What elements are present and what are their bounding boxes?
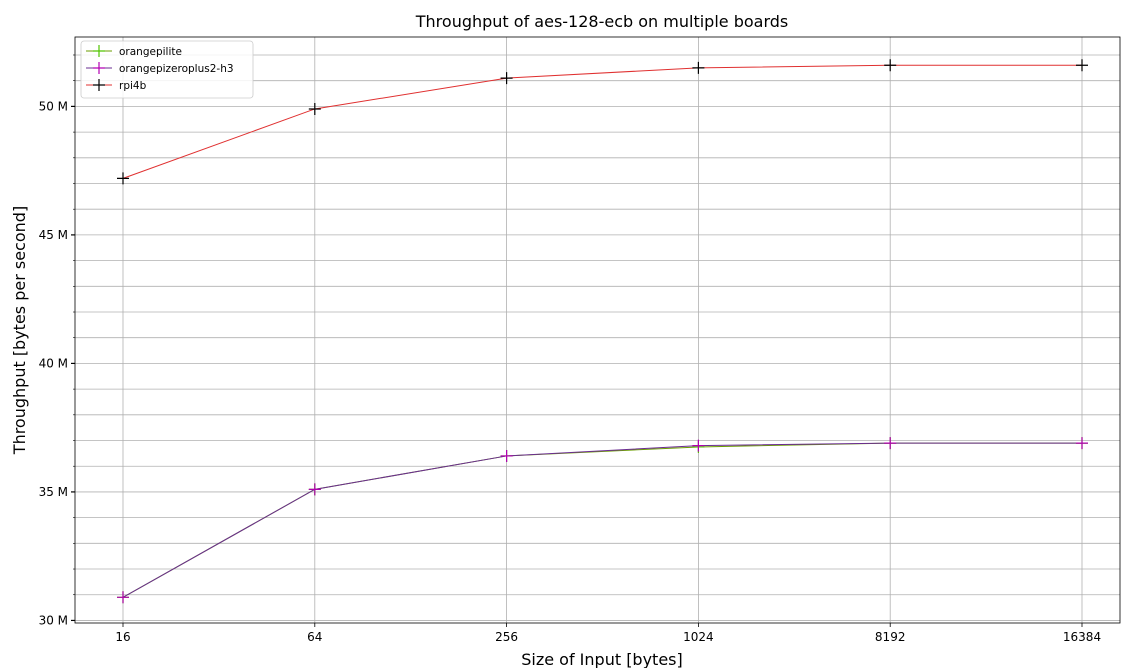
legend: orangepilite orangepizeroplus2-h3 rpi4b bbox=[80, 40, 254, 99]
legend-marker bbox=[93, 45, 105, 57]
data-point bbox=[692, 439, 705, 452]
data-point bbox=[692, 61, 705, 74]
series-orangepizeroplus2-h3 bbox=[117, 437, 1088, 604]
legend-label: orangepilite bbox=[119, 46, 182, 58]
x-axis-label: Size of Input [bytes] bbox=[521, 650, 683, 668]
data-point bbox=[308, 483, 321, 496]
chart-title: Throughput of aes-128-ecb on multiple bo… bbox=[415, 12, 788, 31]
grid bbox=[75, 37, 1120, 623]
x-tick-label: 64 bbox=[307, 630, 322, 644]
data-point bbox=[500, 72, 513, 85]
x-tick-label: 1024 bbox=[683, 630, 714, 644]
data-point bbox=[884, 59, 897, 72]
data-point bbox=[117, 172, 129, 185]
data-point bbox=[117, 591, 129, 604]
series-layer bbox=[117, 59, 1088, 604]
legend-marker bbox=[93, 62, 105, 74]
y-tick-label: 45 M bbox=[39, 228, 68, 242]
legend-marker bbox=[93, 79, 105, 91]
y-tick-label: 50 M bbox=[39, 99, 68, 113]
x-tick-label: 16 bbox=[115, 630, 130, 644]
data-point bbox=[1076, 437, 1088, 450]
data-point bbox=[500, 449, 513, 462]
data-point bbox=[884, 437, 897, 450]
legend-label: rpi4b bbox=[119, 80, 147, 92]
x-tick-label: 256 bbox=[495, 630, 518, 644]
series-rpi4b bbox=[117, 59, 1088, 185]
legend-box bbox=[80, 40, 254, 99]
x-axis: 16 64 256 1024 8192 16384 bbox=[115, 623, 1101, 644]
series-line bbox=[122, 442, 1082, 598]
series-line bbox=[122, 64, 1082, 179]
y-tick-label: 35 M bbox=[39, 485, 68, 499]
x-tick-label: 16384 bbox=[1063, 630, 1101, 644]
y-axis: 30 M 35 M 40 M 45 M 50 M bbox=[39, 54, 75, 627]
data-point bbox=[308, 102, 321, 115]
y-tick-label: 40 M bbox=[39, 356, 68, 370]
plot-frame bbox=[74, 36, 1121, 624]
x-tick-label: 8192 bbox=[875, 630, 906, 644]
y-axis-label: Throughput [bytes per second] bbox=[10, 206, 29, 455]
legend-label: orangepizeroplus2-h3 bbox=[119, 63, 234, 75]
series-orangepilite bbox=[117, 437, 1088, 604]
data-point bbox=[1076, 59, 1088, 72]
y-tick-label: 30 M bbox=[39, 613, 68, 627]
